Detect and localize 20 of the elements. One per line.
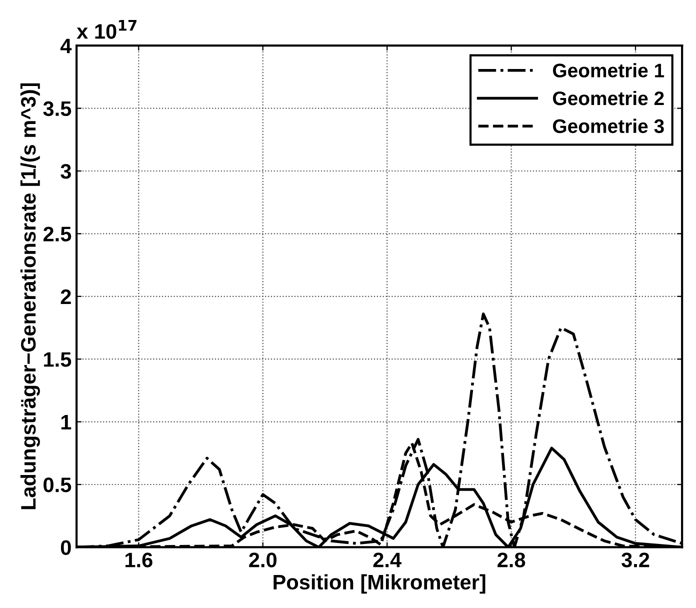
text: x 10$^{17}$	[76, 20, 136, 39]
y-tick-label: 3.5	[43, 101, 72, 116]
x-tick-label: 1.6	[125, 552, 152, 568]
y-tick-label: 0	[60, 540, 71, 555]
y-tick-label: 4	[60, 38, 72, 54]
x-tick-label: 2.4	[373, 552, 402, 568]
x-axis-title: Position [Mikrometer]	[274, 574, 486, 594]
legend-label: Geometrie 3	[552, 118, 664, 134]
legend-label: Geometrie 2	[552, 90, 664, 106]
x-tick-label: 2.8	[498, 552, 526, 568]
y-axis-title: Ladungsträger−Generationsrate [1/(s m^3)]	[20, 83, 40, 510]
x-tick-label: 3.2	[622, 552, 650, 568]
x-tick-label: 2.0	[249, 552, 276, 568]
y-tick-label: 0.5	[44, 478, 72, 492]
legend-label: Geometrie 1	[552, 63, 664, 78]
y-tick-label: 3	[60, 164, 71, 179]
y-tick-label: 1.5	[44, 352, 72, 367]
y-tick-label: 2	[60, 289, 71, 304]
y-tick-label: 1	[61, 415, 72, 430]
y-tick-label: 2.5	[43, 226, 72, 242]
